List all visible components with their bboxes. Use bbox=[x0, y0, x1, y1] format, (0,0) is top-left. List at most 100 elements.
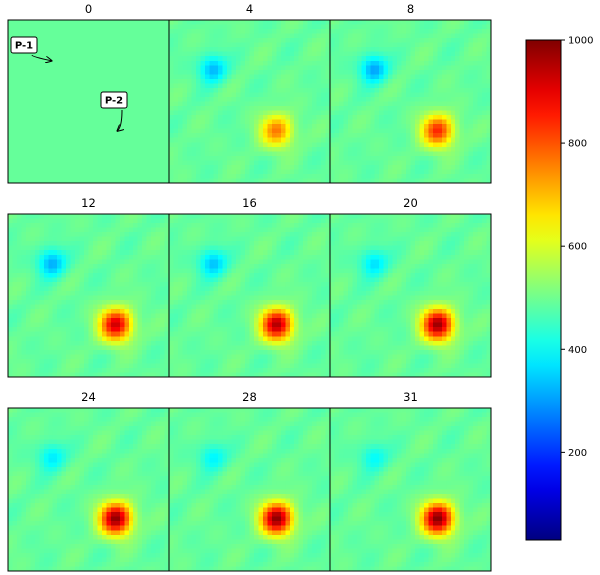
heatmap-cell bbox=[276, 24, 282, 30]
heatmap-cell bbox=[110, 272, 116, 278]
heatmap-cell bbox=[321, 106, 326, 111]
heatmap-cell bbox=[12, 74, 18, 80]
heatmap-cell bbox=[119, 268, 125, 274]
heatmap-cell bbox=[57, 327, 63, 333]
heatmap-cell bbox=[374, 60, 380, 66]
heatmap-cell bbox=[379, 20, 385, 25]
heatmap-cell bbox=[437, 101, 443, 107]
heatmap-cell bbox=[177, 65, 183, 71]
heatmap-cell bbox=[169, 128, 174, 134]
heatmap-cell bbox=[75, 336, 80, 342]
heatmap-cell bbox=[195, 38, 201, 44]
heatmap-cell bbox=[84, 178, 89, 184]
heatmap-cell bbox=[48, 272, 54, 278]
heatmap-cell bbox=[66, 313, 72, 319]
heatmap-cell bbox=[338, 155, 344, 161]
heatmap-cell bbox=[43, 101, 49, 107]
heatmap-cell bbox=[164, 178, 170, 184]
heatmap-cell bbox=[441, 83, 447, 89]
heatmap-cell bbox=[312, 92, 317, 98]
heatmap-cell bbox=[110, 47, 116, 53]
heatmap-cell bbox=[298, 74, 304, 80]
heatmap-cell bbox=[16, 309, 22, 315]
heatmap-cell bbox=[48, 304, 54, 310]
heatmap-cell bbox=[88, 227, 94, 233]
heatmap-cell bbox=[155, 241, 161, 247]
heatmap-cell bbox=[155, 245, 161, 251]
heatmap-cell bbox=[374, 69, 380, 75]
heatmap-cell bbox=[321, 42, 326, 48]
heatmap-cell bbox=[356, 87, 362, 93]
heatmap-cell bbox=[204, 142, 210, 148]
heatmap-cell bbox=[410, 65, 416, 71]
heatmap-cell bbox=[450, 87, 456, 93]
heatmap-cell bbox=[473, 33, 478, 39]
heatmap-cell bbox=[316, 137, 322, 143]
heatmap-cell bbox=[240, 146, 246, 152]
heatmap-cell bbox=[25, 137, 31, 143]
heatmap-cell bbox=[410, 137, 416, 143]
heatmap-cell bbox=[101, 60, 107, 66]
heatmap-cell bbox=[16, 263, 22, 269]
heatmap-cell bbox=[128, 236, 134, 242]
heatmap-cell bbox=[124, 268, 130, 274]
heatmap-cell bbox=[34, 214, 40, 219]
heatmap-cell bbox=[374, 124, 380, 130]
heatmap-cell bbox=[347, 42, 353, 48]
heatmap-cell bbox=[414, 87, 420, 93]
heatmap-cell bbox=[146, 60, 152, 66]
heatmap-cell bbox=[61, 236, 67, 242]
heatmap-cell bbox=[379, 69, 385, 75]
heatmap-cell bbox=[182, 119, 188, 125]
heatmap-cell bbox=[119, 42, 125, 48]
heatmap-cell bbox=[155, 110, 161, 116]
heatmap-cell bbox=[160, 137, 165, 143]
heatmap-cell bbox=[446, 92, 452, 98]
heatmap-cell bbox=[316, 119, 322, 125]
heatmap-cell bbox=[142, 47, 148, 53]
heatmap-cell bbox=[486, 69, 492, 75]
heatmap-cell bbox=[160, 146, 165, 152]
heatmap-cell bbox=[356, 83, 362, 89]
panel-0: 0 bbox=[7, 2, 170, 184]
heatmap-cell bbox=[401, 110, 407, 116]
heatmap-cell bbox=[70, 92, 76, 98]
heatmap-cell bbox=[446, 128, 452, 134]
heatmap-cell bbox=[75, 318, 80, 324]
heatmap-cell bbox=[486, 47, 492, 53]
heatmap-cell bbox=[267, 56, 273, 62]
heatmap-cell bbox=[119, 281, 125, 287]
heatmap-cell bbox=[124, 128, 130, 134]
heatmap-cell bbox=[110, 309, 116, 315]
heatmap-cell bbox=[106, 74, 112, 80]
heatmap-cell bbox=[106, 51, 112, 57]
heatmap-cell bbox=[392, 42, 398, 48]
heatmap-cell bbox=[164, 322, 170, 328]
heatmap-cell bbox=[410, 92, 416, 98]
heatmap-cell bbox=[294, 69, 300, 75]
heatmap-cell bbox=[325, 92, 331, 98]
heatmap-cell bbox=[84, 331, 89, 337]
heatmap-cell bbox=[406, 155, 411, 161]
heatmap-cell bbox=[325, 65, 331, 71]
heatmap-cell bbox=[66, 173, 72, 179]
heatmap-cell bbox=[124, 263, 130, 269]
heatmap-cell bbox=[374, 42, 380, 48]
heatmap-cell bbox=[343, 119, 349, 125]
heatmap-cell bbox=[361, 74, 367, 80]
heatmap-cell bbox=[486, 151, 492, 157]
heatmap-cell bbox=[236, 42, 241, 48]
heatmap-cell bbox=[97, 124, 103, 130]
heatmap-cell bbox=[8, 281, 13, 287]
heatmap-cell bbox=[137, 214, 143, 219]
heatmap-cell bbox=[8, 227, 13, 233]
heatmap-cell bbox=[142, 254, 148, 260]
heatmap-cell bbox=[101, 69, 107, 75]
heatmap-cell bbox=[482, 38, 487, 44]
heatmap-cell bbox=[213, 169, 219, 175]
heatmap-cell bbox=[12, 218, 18, 224]
heatmap-cell bbox=[57, 349, 63, 355]
heatmap-cell bbox=[347, 133, 353, 139]
heatmap-cell bbox=[92, 133, 98, 139]
heatmap-cell bbox=[401, 51, 407, 57]
